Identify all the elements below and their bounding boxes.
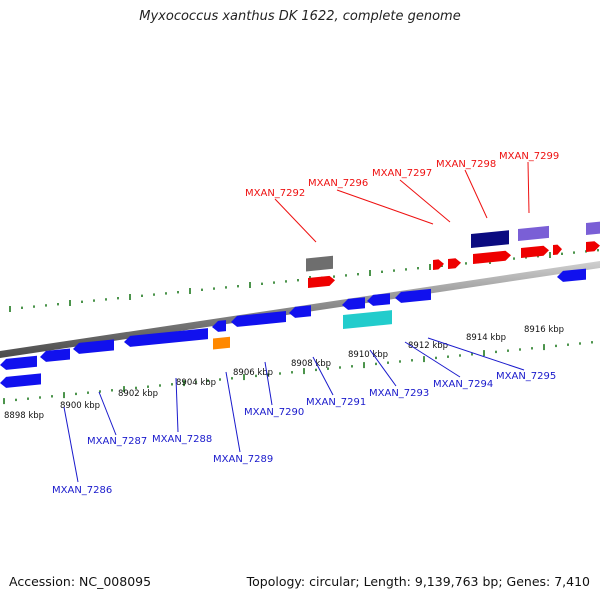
reverse-gene-arrow [40,348,70,362]
topology-summary: Topology: circular; Length: 9,139,763 bp… [246,574,590,589]
reverse-gene-arrow [212,320,226,332]
reverse-gene-leader [264,361,273,406]
reverse-gene-label: MXAN_7293 [369,388,429,399]
reverse-gene-leader [404,341,461,378]
orange-feature-box [213,336,230,350]
forward-gene-leader [527,161,530,214]
purple-feature-box [586,221,600,235]
forward-gene-arrow [553,244,562,255]
forward-gene-arrow [521,245,549,258]
reverse-gene-leader [312,356,334,396]
scale-tick-label: 8906 kbp [233,368,273,378]
reverse-gene-arrow [342,297,365,310]
reverse-gene-arrow [0,373,41,388]
scale-tick-label: 8902 kbp [118,389,158,399]
forward-gene-leader [336,189,434,225]
forward-gene-label: MXAN_7296 [308,178,368,189]
reverse-gene-leader [98,391,117,436]
navy-feature-box [471,230,509,248]
reverse-gene-arrow [0,355,37,370]
scale-tick-label: 8900 kbp [60,401,100,411]
forward-gene-arrow [433,259,444,270]
reverse-gene-label: MXAN_7290 [244,407,304,418]
reverse-gene-arrow [367,293,390,306]
scale-tick-label: 8898 kbp [4,411,44,421]
scale-tick-label: 8908 kbp [291,359,331,369]
forward-gene-arrow [586,241,600,252]
forward-gene-leader [274,198,317,243]
forward-gene-label: MXAN_7298 [436,159,496,170]
scale-tick-label: 8916 kbp [524,325,564,335]
scale-tick-label: 8914 kbp [466,333,506,343]
scale-tick-label: 8912 kbp [408,341,448,351]
forward-gene-label: MXAN_7299 [499,151,559,162]
reverse-gene-leader [63,406,79,483]
accession-text: Accession: NC_008095 [9,574,152,589]
forward-gene-arrow [448,258,461,269]
scale-tick-label: 8904 kbp [176,378,216,388]
reverse-gene-leader [369,349,397,387]
reverse-gene-arrow [73,339,114,354]
reverse-gene-label: MXAN_7287 [87,436,147,447]
reverse-gene-label: MXAN_7288 [152,434,212,445]
reverse-gene-arrow [395,288,431,303]
reverse-gene-arrow [557,268,586,282]
scale-tick-label: 8910 kbp [348,350,388,360]
purple-feature-box [518,225,549,241]
reverse-gene-label: MXAN_7294 [433,379,493,390]
reverse-gene-leader [225,371,241,453]
forward-gene-arrow [473,250,511,264]
forward-gene-leader [399,179,451,223]
gray-feature-box [306,255,333,272]
reverse-gene-arrow [231,311,286,327]
map-title: Myxococcus xanthus DK 1622, complete gen… [139,9,461,24]
reverse-gene-leader [175,377,179,433]
reverse-gene-arrow [124,328,208,347]
forward-gene-arrow [308,275,335,288]
forward-gene-label: MXAN_7292 [245,188,305,199]
forward-gene-label: MXAN_7297 [372,168,432,179]
forward-gene-leader [464,169,488,219]
cyan-feature-box [343,310,392,329]
reverse-gene-label: MXAN_7295 [496,371,556,382]
reverse-gene-label: MXAN_7289 [213,454,273,465]
reverse-gene-leader [427,337,525,371]
reverse-gene-label: MXAN_7291 [306,397,366,408]
reverse-gene-arrow [289,305,311,318]
reverse-gene-label: MXAN_7286 [52,485,112,496]
